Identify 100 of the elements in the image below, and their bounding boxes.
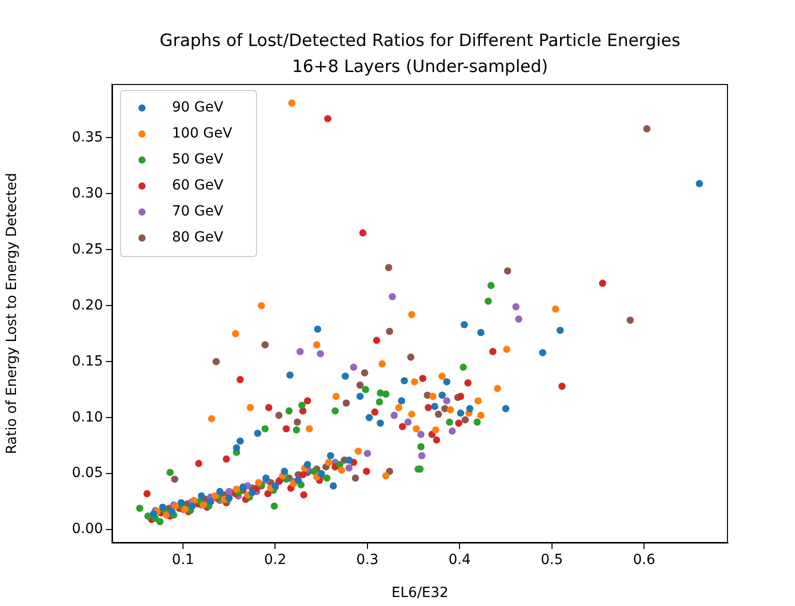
point	[314, 326, 322, 333]
point	[298, 402, 306, 409]
point	[299, 471, 306, 478]
legend-label: 80 GeV	[172, 230, 224, 246]
point	[359, 229, 366, 236]
point	[446, 418, 454, 426]
point	[460, 321, 468, 328]
chart-subtitle: 16+8 Layers (Under-sampled)	[292, 57, 548, 77]
point	[261, 341, 269, 348]
point	[212, 358, 220, 366]
point	[236, 438, 244, 445]
point	[323, 474, 330, 482]
point	[362, 468, 370, 475]
y-tick-label: 0.35	[72, 129, 103, 146]
point	[226, 488, 233, 496]
point	[236, 376, 244, 384]
point	[477, 412, 484, 419]
point	[280, 468, 288, 475]
y-tick-label: 0.15	[72, 353, 103, 370]
point	[390, 412, 398, 419]
point	[395, 404, 402, 412]
point	[556, 326, 564, 334]
point	[429, 392, 437, 400]
point	[366, 414, 373, 422]
point	[598, 280, 606, 287]
point	[431, 402, 438, 410]
point	[342, 399, 350, 407]
point	[460, 364, 467, 371]
point	[226, 494, 233, 502]
point	[270, 502, 278, 510]
point	[318, 470, 325, 478]
point	[448, 427, 456, 435]
point	[262, 474, 270, 482]
point	[696, 180, 704, 188]
point	[388, 293, 396, 300]
x-tick-label: 0.3	[356, 552, 379, 568]
point	[356, 392, 364, 400]
point	[352, 474, 360, 482]
point	[515, 316, 522, 323]
x-tick-label: 0.6	[632, 552, 656, 568]
point	[474, 397, 482, 404]
point	[418, 452, 426, 460]
point	[373, 336, 380, 344]
point	[407, 354, 414, 361]
point	[512, 303, 520, 310]
point	[408, 311, 416, 318]
point	[432, 426, 440, 434]
point	[178, 499, 185, 506]
point	[419, 374, 426, 382]
point	[264, 490, 272, 498]
point	[446, 406, 454, 414]
point	[286, 371, 294, 379]
point	[371, 408, 378, 416]
y-tick-label: 0.00	[72, 521, 103, 538]
point	[313, 341, 320, 348]
point	[376, 398, 384, 406]
point	[288, 99, 296, 107]
point	[477, 328, 484, 336]
point	[552, 305, 560, 313]
point	[304, 397, 312, 404]
point	[254, 430, 262, 437]
point	[330, 482, 337, 490]
point	[443, 378, 450, 386]
point	[292, 426, 300, 434]
x-tick-label: 0.4	[448, 552, 471, 568]
point	[212, 492, 219, 500]
point	[162, 511, 170, 519]
point	[282, 425, 290, 432]
point	[503, 346, 510, 353]
point	[464, 379, 472, 387]
point	[474, 418, 481, 426]
point	[362, 386, 370, 394]
point	[342, 372, 349, 380]
point	[456, 410, 464, 417]
point	[438, 372, 446, 380]
point	[364, 450, 372, 458]
point	[258, 302, 265, 310]
point	[150, 510, 158, 518]
point	[261, 425, 269, 432]
point	[398, 422, 406, 430]
point	[159, 504, 166, 511]
x-tick-label: 0.1	[172, 552, 194, 568]
chart-title: Graphs of Lost/Detected Ratios for Different Particle Energies	[160, 31, 680, 51]
point	[354, 448, 362, 455]
point	[489, 348, 496, 356]
point	[144, 512, 152, 520]
y-tick-label: 0.10	[72, 409, 103, 426]
point	[285, 407, 293, 414]
point	[504, 267, 512, 275]
point	[462, 416, 469, 424]
point	[382, 390, 390, 398]
point	[382, 472, 390, 480]
point	[378, 360, 386, 368]
point	[385, 264, 392, 272]
point	[207, 498, 214, 506]
point	[408, 410, 416, 418]
point	[494, 384, 502, 392]
point	[275, 412, 283, 419]
point	[239, 483, 247, 491]
point	[326, 452, 334, 460]
